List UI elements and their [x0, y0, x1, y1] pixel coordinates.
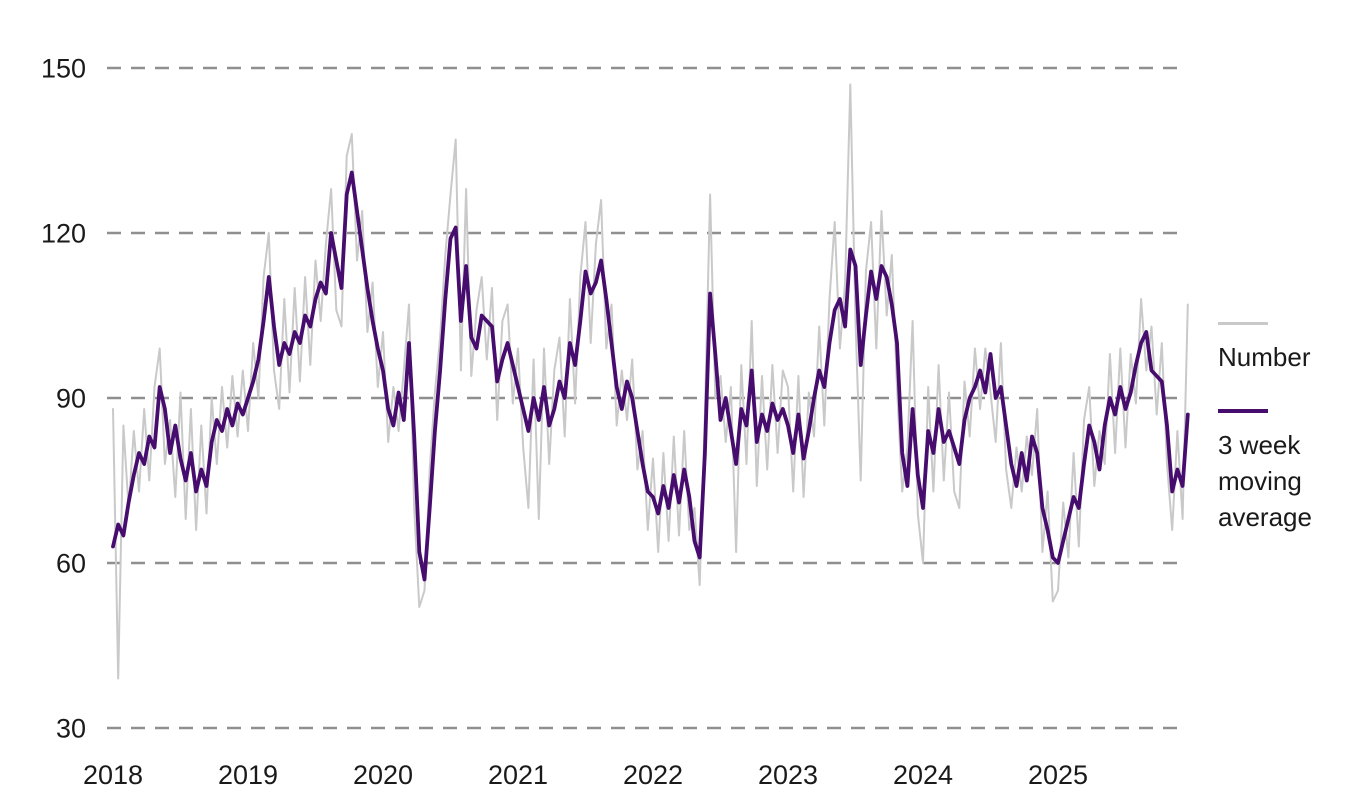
number-line-swatch: [1218, 322, 1268, 325]
x-tick-label: 2018: [83, 760, 143, 790]
legend-item-number: Number: [1218, 322, 1343, 375]
x-tick-label: 2024: [893, 760, 953, 790]
y-tick-label: 120: [41, 219, 86, 249]
legend-label-number: Number: [1218, 342, 1311, 372]
series-line-number: [112, 83, 1189, 680]
y-tick-label: 60: [56, 549, 86, 579]
y-tick-label: 90: [56, 384, 86, 414]
y-tick-label: 150: [41, 54, 86, 84]
legend-item-moving-average: 3 week moving average: [1218, 409, 1343, 535]
y-tick-label: 30: [56, 714, 86, 744]
chart-legend: Number 3 week moving average: [1218, 322, 1343, 569]
x-tick-label: 2019: [218, 760, 278, 790]
x-tick-label: 2022: [623, 760, 683, 790]
x-tick-label: 2025: [1028, 760, 1088, 790]
x-tick-label: 2023: [758, 760, 818, 790]
x-tick-label: 2020: [353, 760, 413, 790]
legend-label-moving-average: 3 week moving average: [1218, 430, 1312, 532]
series-line-3-week-moving-average: [111, 170, 1190, 582]
x-tick-label: 2021: [488, 760, 548, 790]
moving-average-line-swatch: [1218, 409, 1268, 413]
